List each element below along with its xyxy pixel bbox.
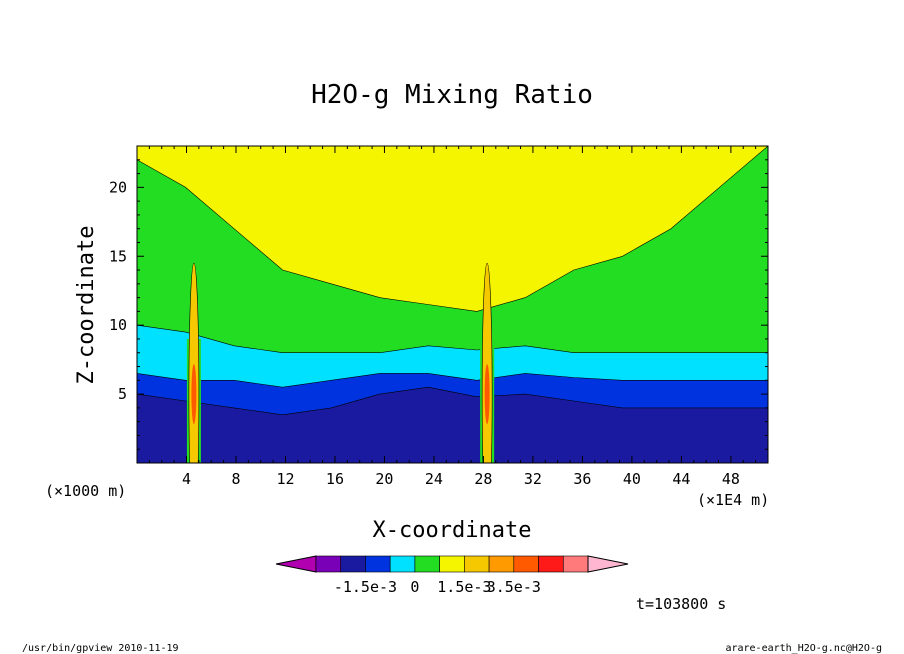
plume-core-0 xyxy=(188,262,200,463)
colorbar-swatch xyxy=(414,555,440,573)
colorbar-swatch xyxy=(439,555,465,573)
y-axis-label: Z-coordinate xyxy=(74,226,99,385)
x-axis-ticks: 4 8 12 16 20 24 28 32 36 40 44 48 xyxy=(148,146,757,488)
colorbar-swatch xyxy=(340,555,366,573)
plume-peak-0 xyxy=(191,364,197,425)
x-tick-label: 36 xyxy=(573,470,591,488)
plot-area xyxy=(137,146,768,463)
colorbar-swatch xyxy=(538,555,564,573)
x-unit-left: (×1000 m) xyxy=(45,482,126,500)
x-unit-right: (×1E4 m) xyxy=(697,491,769,509)
colorbar-swatch xyxy=(464,555,490,573)
footer-right: arare-earth_H2O-g.nc@H2O-g xyxy=(725,643,882,654)
colorbar: -1.5e-3 0 1.5e-33.5e-3 xyxy=(275,555,629,596)
colorbar-swatch xyxy=(562,555,589,573)
colorbar-swatch xyxy=(488,555,515,573)
x-tick-label: 16 xyxy=(326,470,344,488)
x-axis-label: X-coordinate xyxy=(373,518,532,543)
x-tick-label: 32 xyxy=(524,470,542,488)
colorbar-high-arrow xyxy=(587,555,629,573)
colorbar-swatch xyxy=(513,555,539,573)
plume-peak-1 xyxy=(484,364,490,425)
x-tick-label: 24 xyxy=(425,470,443,488)
y-tick-label: 15 xyxy=(109,247,127,265)
y-tick-label: 20 xyxy=(109,178,127,196)
updraft-plumes xyxy=(186,262,495,463)
chart-title: H2O-g Mixing Ratio xyxy=(311,80,593,110)
y-axis-ticks: 5 10 15 20 xyxy=(109,159,768,450)
x-tick-label: 4 xyxy=(182,470,191,488)
x-tick-label: 12 xyxy=(276,470,294,488)
band-navy xyxy=(137,386,768,463)
x-tick-label: 28 xyxy=(474,470,492,488)
y-tick-label: 10 xyxy=(109,316,127,334)
contour-bands xyxy=(137,146,768,463)
footer-left: /usr/bin/gpview 2010-11-19 xyxy=(22,643,179,654)
colorbar-label: 0 xyxy=(410,578,419,596)
time-label: t=103800 s xyxy=(636,595,726,613)
colorbar-low-arrow xyxy=(275,555,317,573)
x-tick-label: 44 xyxy=(672,470,690,488)
x-tick-label: 40 xyxy=(623,470,641,488)
plume-core-1 xyxy=(481,262,493,463)
colorbar-swatch xyxy=(365,555,391,573)
colorbar-swatch xyxy=(315,555,342,573)
colorbar-label: 3.5e-3 xyxy=(487,578,541,596)
colorbar-label: -1.5e-3 xyxy=(334,578,397,596)
x-tick-label: 20 xyxy=(375,470,393,488)
y-tick-label: 5 xyxy=(118,385,127,403)
plot-frame xyxy=(136,145,769,464)
colorbar-label: 1.5e-3 xyxy=(437,578,491,596)
x-tick-label: 48 xyxy=(722,470,740,488)
colorbar-swatch xyxy=(389,555,416,573)
x-tick-label: 8 xyxy=(231,470,240,488)
